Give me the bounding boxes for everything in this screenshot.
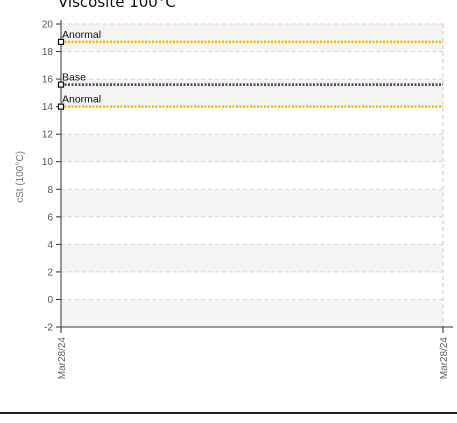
- plot-band: [61, 189, 443, 217]
- series-label: Base: [62, 72, 86, 84]
- x-tick-labels: Mar28/24 Mar28/24: [57, 337, 450, 380]
- y-tick-label: 6: [47, 212, 53, 223]
- y-tick-label: 18: [42, 47, 54, 58]
- series-label: Anormal: [62, 94, 101, 106]
- y-tick-labels: -2 0 2 4 6 8 10 12 14 16 18 20: [42, 20, 54, 334]
- axes: [56, 20, 453, 333]
- plot-band: [61, 24, 443, 52]
- plot-band: [61, 299, 443, 327]
- grid-lines: [60, 23, 444, 328]
- y-tick-label: 12: [42, 130, 54, 141]
- plot-band: [61, 134, 443, 162]
- series-lines: [57, 38, 443, 110]
- series-marker: [57, 38, 65, 46]
- chart-title: Viscosite 100°C: [58, 0, 176, 11]
- y-tick-label: 0: [47, 295, 53, 306]
- y-tick-label: 14: [42, 102, 54, 113]
- y-tick-label: 2: [47, 267, 53, 278]
- plot-bands: [61, 24, 443, 327]
- y-tick-label: 4: [47, 240, 53, 251]
- y-tick-label: -2: [44, 323, 53, 334]
- series-labels: Anormal Base Anormal: [62, 29, 101, 106]
- x-tick-label: Mar28/24: [57, 337, 68, 380]
- plot-band: [61, 244, 443, 272]
- y-tick-label: 20: [42, 20, 54, 31]
- series-label: Anormal: [62, 29, 101, 41]
- y-axis-label: cSt (100°C): [15, 151, 26, 203]
- x-tick-label: Mar28/24: [439, 337, 450, 380]
- bottom-divider: [0, 412, 457, 414]
- y-tick-label: 8: [47, 185, 53, 196]
- series-marker: [57, 103, 65, 110]
- plot-band: [61, 79, 443, 107]
- series-marker: [57, 81, 65, 88]
- y-tick-label: 10: [42, 157, 54, 168]
- y-tick-label: 16: [42, 75, 54, 86]
